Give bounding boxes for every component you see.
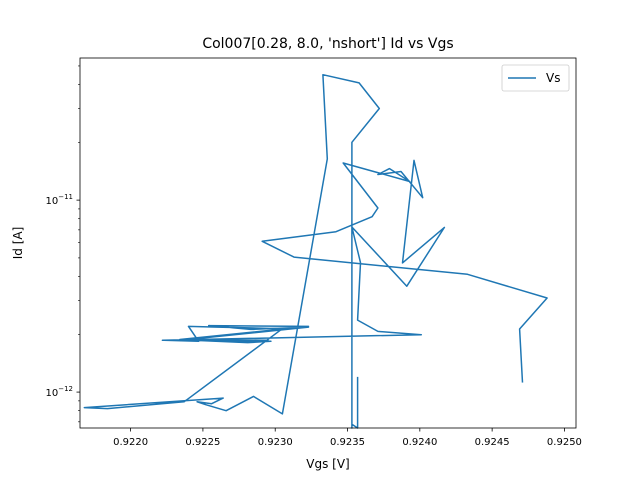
x-tick-label: 0.9230 <box>258 437 293 448</box>
y-axis-label: Id [A] <box>11 227 25 260</box>
legend: Vs <box>501 64 570 92</box>
x-tick-label: 0.9250 <box>547 437 582 448</box>
series-layer <box>83 73 548 429</box>
chart-title: Col007[0.28, 8.0, 'nshort'] Id vs Vgs <box>202 36 453 52</box>
axes-background <box>80 58 576 428</box>
legend-label-vs: Vs <box>546 71 560 85</box>
plot-area <box>80 58 576 428</box>
series-line-vs <box>83 73 548 429</box>
y-tick-label: 10−11 <box>45 193 73 207</box>
x-tick-label: 0.9245 <box>475 437 510 448</box>
x-tick-label: 0.9220 <box>113 437 148 448</box>
x-tick-label: 0.9240 <box>402 437 437 448</box>
y-tick-label: 10−12 <box>45 385 73 399</box>
x-axis-label: Vgs [V] <box>306 457 349 471</box>
y-axis: 10−12 10−11 <box>45 65 80 423</box>
x-tick-label: 0.9235 <box>330 437 365 448</box>
x-tick-label: 0.9225 <box>185 437 220 448</box>
x-axis: 0.9220 0.9225 0.9230 0.9235 0.9240 0.9245 0.92… <box>113 428 582 448</box>
